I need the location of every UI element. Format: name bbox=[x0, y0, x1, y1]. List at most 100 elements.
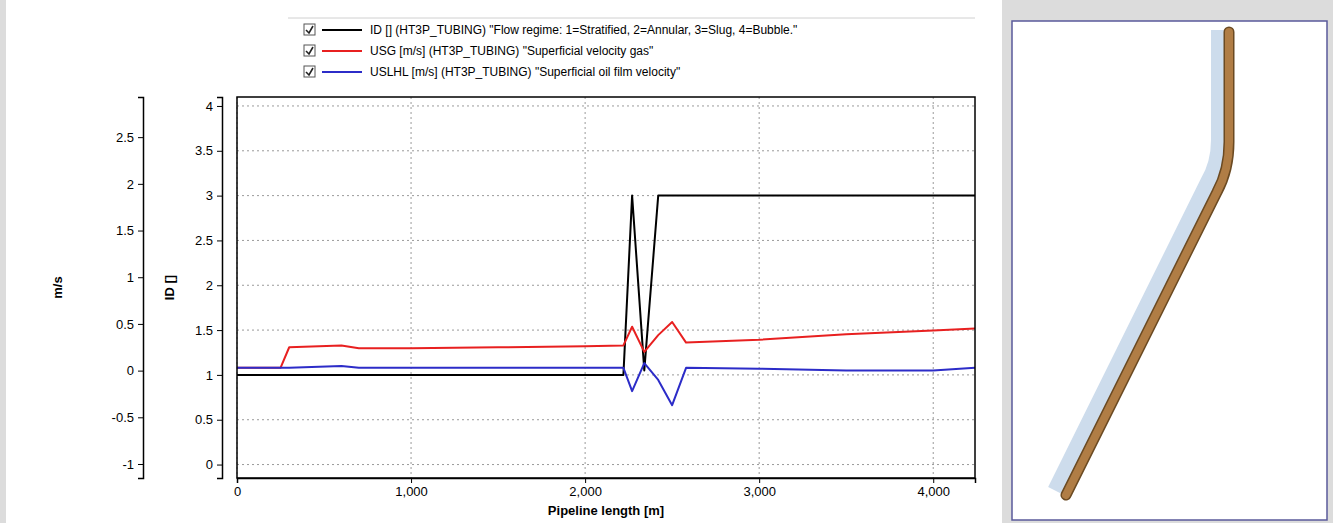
axis-line bbox=[138, 98, 144, 479]
y2-tick-mark bbox=[138, 137, 143, 138]
y2-tick-label: -0.5 bbox=[112, 410, 134, 425]
grid-line-x bbox=[585, 97, 586, 478]
y-tick-mark bbox=[217, 151, 222, 152]
y-tick-label: 1.5 bbox=[195, 323, 213, 338]
y-axis-title: ID [] bbox=[162, 275, 177, 300]
chart-root: 0 1,000 2,000 3,000 4,000 0 0.5 1 1.5 2 2.5 3 3.5 4 -1… bbox=[0, 0, 1333, 523]
y2-tick: -1 bbox=[122, 457, 143, 472]
x-tick-label: 4,000 bbox=[917, 484, 950, 499]
x-tick-label: 3,000 bbox=[743, 484, 776, 499]
grid-line-y bbox=[237, 464, 975, 465]
legend-item: USG [m/s] (HT3P_TUBING) "Superficial vel… bbox=[304, 44, 653, 58]
y-tick: 0.5 bbox=[195, 412, 222, 427]
y2-axis-title: m/s bbox=[50, 276, 65, 298]
y2-tick: 2 bbox=[127, 177, 143, 192]
schematic-liquid-edge bbox=[1066, 32, 1229, 495]
y-tick: 0 bbox=[206, 457, 222, 472]
y-tick-label: 2 bbox=[206, 278, 213, 293]
plot-frame bbox=[237, 97, 975, 478]
schematic-liquid bbox=[1066, 32, 1229, 495]
legend: ID [] (HT3P_TUBING) "Flow regime: 1=Stra… bbox=[304, 23, 797, 79]
y-tick-mark bbox=[217, 240, 222, 241]
series-line bbox=[237, 363, 975, 405]
x-tick: 1,000 bbox=[395, 478, 428, 499]
y2-tick-label: -1 bbox=[122, 457, 134, 472]
y2-tick-mark bbox=[138, 231, 143, 232]
grid-line-y bbox=[237, 240, 975, 241]
y-tick: 2 bbox=[206, 278, 222, 293]
x-axis: 0 1,000 2,000 3,000 4,000 bbox=[234, 478, 976, 499]
y-tick-mark bbox=[217, 285, 222, 286]
axis-line bbox=[217, 98, 223, 479]
x-tick-label: 1,000 bbox=[395, 484, 428, 499]
x-tick-mark bbox=[585, 478, 586, 483]
legend-checkbox bbox=[304, 45, 315, 56]
y-tick: 3.5 bbox=[195, 143, 222, 158]
x-tick: 4,000 bbox=[917, 478, 950, 499]
legend-check bbox=[306, 47, 313, 54]
schematic-tube bbox=[1058, 30, 1222, 492]
legend-label: USG [m/s] (HT3P_TUBING) "Superficial vel… bbox=[370, 44, 653, 58]
x-tick-mark bbox=[411, 478, 412, 483]
grid-line-y bbox=[237, 150, 975, 151]
legend-item: USLHL [m/s] (HT3P_TUBING) "Superficial o… bbox=[304, 65, 680, 79]
grid-line-x bbox=[933, 97, 934, 478]
y2-tick-label: 2.5 bbox=[116, 130, 134, 145]
plot-area bbox=[237, 196, 975, 406]
y2-tick-label: 2 bbox=[127, 177, 134, 192]
y2-tick-mark bbox=[138, 324, 143, 325]
y2-tick: 1.5 bbox=[116, 223, 143, 238]
y-tick-mark bbox=[217, 420, 222, 421]
axis-line bbox=[238, 479, 976, 484]
y2-tick-mark bbox=[138, 464, 143, 465]
y-tick: 2.5 bbox=[195, 233, 222, 248]
y-tick-label: 1 bbox=[206, 368, 213, 383]
y2-tick-mark bbox=[138, 417, 143, 418]
legend-swatch bbox=[322, 29, 362, 31]
y2-tick-mark bbox=[138, 184, 143, 185]
y2-tick-label: 1 bbox=[127, 270, 134, 285]
grid-line-y bbox=[237, 285, 975, 286]
y-tick-label: 0.5 bbox=[195, 412, 213, 427]
y-tick: 1.5 bbox=[195, 323, 222, 338]
y-tick-mark bbox=[217, 106, 222, 107]
series-line bbox=[237, 322, 975, 368]
x-tick-label: 0 bbox=[234, 484, 241, 499]
y2-tick-label: 1.5 bbox=[116, 223, 134, 238]
y-tick-mark bbox=[217, 465, 222, 466]
legend-checkbox bbox=[304, 66, 315, 77]
x-axis-title: Pipeline length [m] bbox=[548, 503, 664, 518]
legend-swatch bbox=[322, 50, 362, 52]
chart-panel bbox=[6, 0, 1002, 523]
legend-check bbox=[306, 26, 313, 33]
y-axis: 0 0.5 1 1.5 2 2.5 3 3.5 4 bbox=[195, 98, 223, 479]
series-line bbox=[237, 196, 975, 375]
grid-line-x bbox=[759, 97, 760, 478]
y2-tick-label: 0 bbox=[127, 363, 134, 378]
y-tick: 4 bbox=[206, 99, 222, 114]
y-tick-label: 3 bbox=[206, 188, 213, 203]
grid bbox=[237, 97, 975, 478]
y-tick-label: 2.5 bbox=[195, 233, 213, 248]
legend-header-line bbox=[288, 18, 975, 19]
y-tick-label: 3.5 bbox=[195, 143, 213, 158]
x-tick-mark bbox=[237, 478, 238, 483]
legend-check bbox=[306, 68, 313, 75]
y-tick: 3 bbox=[206, 188, 222, 203]
y2-axis: -1 -0.5 0 0.5 1 1.5 2 2.5 bbox=[112, 98, 144, 479]
x-tick-label: 2,000 bbox=[569, 484, 602, 499]
grid-line-y bbox=[237, 330, 975, 331]
legend-item: ID [] (HT3P_TUBING) "Flow regime: 1=Stra… bbox=[304, 23, 797, 37]
legend-label: ID [] (HT3P_TUBING) "Flow regime: 1=Stra… bbox=[370, 23, 797, 37]
x-tick: 2,000 bbox=[569, 478, 602, 499]
legend-checkbox bbox=[304, 24, 315, 35]
y2-tick-label: 0.5 bbox=[116, 317, 134, 332]
x-tick-mark bbox=[933, 478, 934, 483]
grid-line-x bbox=[411, 97, 412, 478]
x-tick: 3,000 bbox=[743, 478, 776, 499]
y2-tick: 2.5 bbox=[116, 130, 143, 145]
y-tick-mark bbox=[217, 330, 222, 331]
x-tick: 0 bbox=[234, 478, 241, 499]
y2-tick: -0.5 bbox=[112, 410, 143, 425]
y2-tick-mark bbox=[138, 371, 143, 372]
